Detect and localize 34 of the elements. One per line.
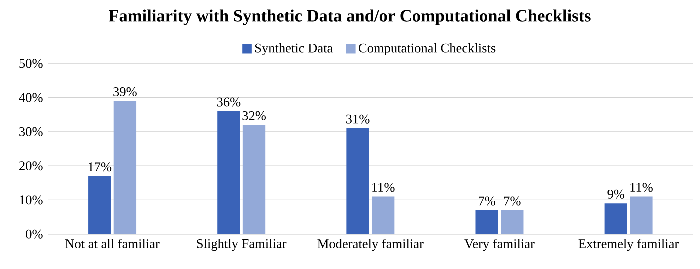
data-label: 11% <box>372 183 395 192</box>
data-label: 17% <box>88 162 112 172</box>
y-tick-label: 10% <box>20 196 43 205</box>
bar <box>218 111 240 234</box>
data-label: 7% <box>479 196 496 206</box>
chart-title: Familiarity with Synthetic Data and/or Computational Checklists <box>109 10 591 26</box>
data-label: 11% <box>630 183 653 192</box>
bar <box>242 125 266 234</box>
x-tick-label: Very familiar <box>464 239 535 252</box>
bar <box>476 210 498 234</box>
bar <box>372 196 395 234</box>
y-tick-label: 0% <box>26 230 43 239</box>
data-label: 7% <box>504 196 521 206</box>
y-tick-label: 20% <box>20 162 43 171</box>
x-tick-label: Slightly Familiar <box>197 239 287 252</box>
legend-label: Computational Checklists <box>359 43 496 56</box>
data-label: 32% <box>242 111 266 120</box>
data-label: 39% <box>114 88 137 97</box>
bar <box>114 101 137 234</box>
y-tick-label: 40% <box>19 93 43 102</box>
x-tick-label: Not at all familiar <box>66 239 160 249</box>
bar <box>346 128 370 234</box>
data-label: 31% <box>346 114 370 124</box>
legend-label: Synthetic Data <box>255 43 333 56</box>
bar <box>604 204 628 234</box>
x-tick-label: Extremely familiar <box>578 239 680 252</box>
data-label: 36% <box>217 98 241 107</box>
bar <box>88 176 112 234</box>
bar <box>501 210 524 234</box>
x-tick-label: Moderately familiar <box>318 239 424 252</box>
bar <box>630 196 653 234</box>
data-label: 9% <box>608 190 625 199</box>
y-tick-label: 30% <box>20 127 43 136</box>
y-tick-label: 50% <box>20 59 43 68</box>
